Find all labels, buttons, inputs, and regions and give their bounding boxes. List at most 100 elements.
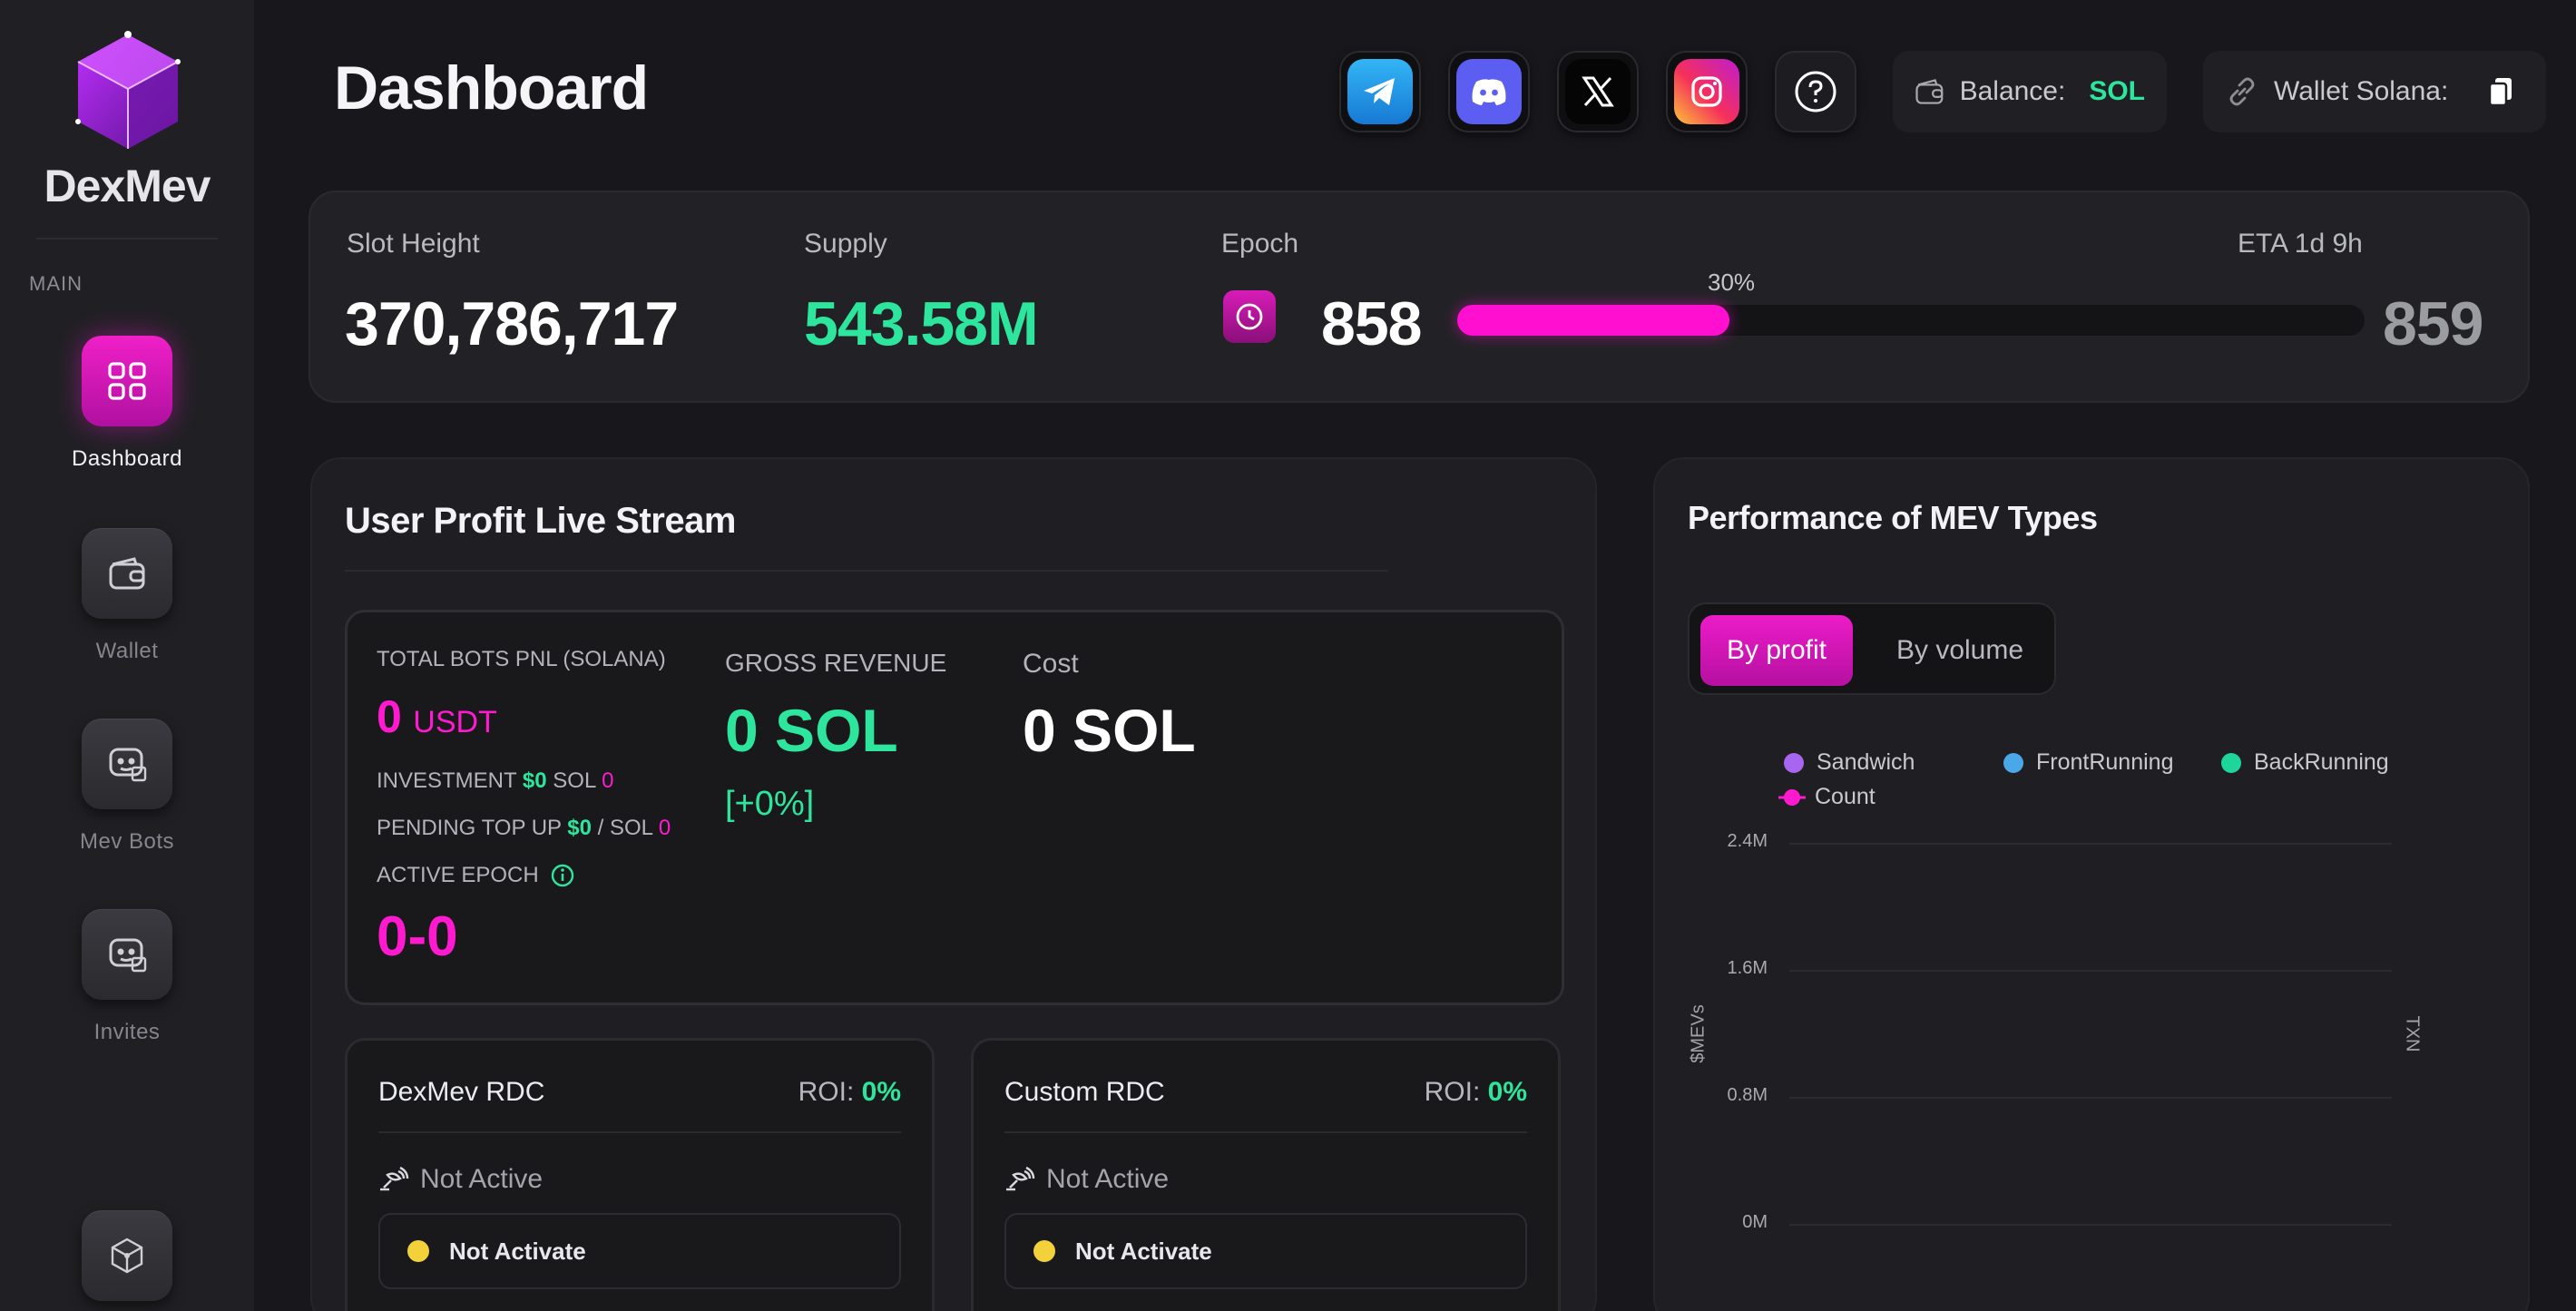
by-volume-tab[interactable]: By volume xyxy=(1895,635,2024,665)
grid-line xyxy=(1789,970,2392,972)
legend-backrunning[interactable]: BackRunning xyxy=(2221,749,2389,776)
pending-usd: $0 xyxy=(567,816,592,840)
rdc-roi: ROI: 0% xyxy=(1425,1077,1527,1108)
help-button[interactable] xyxy=(1775,51,1856,132)
rdc-roi-value: 0% xyxy=(861,1077,901,1107)
rdc-roi-value: 0% xyxy=(1487,1077,1527,1107)
nav-network-button[interactable] xyxy=(82,1210,172,1301)
link-icon xyxy=(2229,77,2255,106)
active-epoch-label: ACTIVE EPOCH xyxy=(377,863,539,887)
status-dot xyxy=(1033,1240,1055,1262)
satellite-icon xyxy=(1006,1166,1035,1191)
rdc-title: DexMev RDC xyxy=(378,1077,545,1107)
profit-stream-title: User Profit Live Stream xyxy=(345,501,736,541)
discord-icon xyxy=(1456,59,1522,124)
investment-sol: 0 xyxy=(602,768,614,793)
nav-invites-button[interactable] xyxy=(82,909,172,1000)
y-tick: 1.6M xyxy=(1727,958,1768,978)
y2-axis-title: TXN xyxy=(2402,1015,2423,1052)
epoch-eta: ETA 1d 9h xyxy=(2238,229,2363,259)
balance-label: Balance: xyxy=(1959,76,2066,106)
panel-divider xyxy=(345,570,1388,572)
investment-usd: $0 xyxy=(522,768,547,793)
network-stats-card: Slot Height 370,786,717 Supply 543.58M E… xyxy=(309,191,2530,403)
copy-icon[interactable] xyxy=(2488,76,2515,107)
legend-sandwich[interactable]: Sandwich xyxy=(1784,749,1915,776)
sidebar-divider xyxy=(36,238,218,240)
pending-sep: / SOL xyxy=(597,816,653,840)
sidebar: DexMev MAIN Dashboard xyxy=(0,0,254,1311)
epoch-next: 859 xyxy=(2383,289,2483,358)
sidebar-item-wallet[interactable]: Wallet xyxy=(0,528,254,664)
y-tick: 2.4M xyxy=(1727,831,1768,851)
investment-line: INVESTMENT $0 SOL 0 xyxy=(377,768,613,794)
metric-toggle: By profit By volume xyxy=(1688,602,2056,695)
rdc-activate-button[interactable]: Not Activate xyxy=(378,1213,901,1289)
rdc-divider xyxy=(378,1131,901,1133)
x-button[interactable] xyxy=(1557,51,1639,132)
custom-rdc-card: Custom RDC ROI: 0% Not Active Not Activa… xyxy=(971,1038,1561,1311)
by-profit-tab[interactable]: By profit xyxy=(1700,615,1853,686)
sidebar-item-invites[interactable]: Invites xyxy=(0,909,254,1045)
supply-label: Supply xyxy=(804,229,887,259)
active-epoch-value: 0-0 xyxy=(377,905,458,968)
rdc-title: Custom RDC xyxy=(1004,1077,1165,1107)
pending-label: PENDING TOP UP xyxy=(377,816,562,840)
rdc-roi: ROI: 0% xyxy=(798,1077,901,1108)
balance-value: SOL xyxy=(2089,76,2145,106)
grid-line xyxy=(1789,843,2392,845)
slot-height-value: 370,786,717 xyxy=(345,289,679,358)
investment-sol-label: SOL xyxy=(553,768,596,793)
legend-label: Sandwich xyxy=(1817,749,1915,775)
legend-frontrunning[interactable]: FrontRunning xyxy=(2003,749,2173,776)
wallet-icon xyxy=(109,557,145,590)
telegram-icon xyxy=(1347,59,1413,124)
sidebar-item-dashboard[interactable]: Dashboard xyxy=(0,336,254,472)
epoch-progress-bar xyxy=(1457,305,2365,336)
performance-panel xyxy=(1653,457,2530,1311)
rdc-status: Not Active xyxy=(420,1164,544,1194)
rdc-activate-button[interactable]: Not Activate xyxy=(1004,1213,1527,1289)
instagram-icon xyxy=(1674,59,1739,124)
y-tick: 0M xyxy=(1742,1212,1768,1232)
wallet-solana-display[interactable]: Wallet Solana: xyxy=(2203,51,2546,132)
epoch-label: Epoch xyxy=(1221,229,1299,259)
epoch-current: 858 xyxy=(1321,289,1422,358)
sidebar-item-mev-bots[interactable]: Mev Bots xyxy=(0,719,254,855)
nav-dashboard-label: Dashboard xyxy=(72,446,182,471)
rdc-status: Not Active xyxy=(1046,1164,1170,1194)
investment-label: INVESTMENT xyxy=(377,768,517,793)
network-cube-icon xyxy=(111,1238,143,1274)
satellite-icon xyxy=(380,1166,409,1191)
logo-cube-icon xyxy=(75,31,181,149)
grid-line xyxy=(1789,1224,2392,1226)
total-bots-pnl: 0 USDT xyxy=(377,690,497,743)
legend-swatch xyxy=(2003,752,2023,773)
y-axis-title: $MEVs xyxy=(1688,1004,1709,1063)
rdc-activate-label: Not Activate xyxy=(449,1237,586,1265)
legend-swatch xyxy=(1778,788,1806,806)
total-bots-pnl-unit: USDT xyxy=(413,705,497,739)
legend-label: BackRunning xyxy=(2254,749,2389,775)
status-dot xyxy=(407,1240,429,1262)
rdc-activate-label: Not Activate xyxy=(1075,1237,1212,1265)
wallet-solana-label: Wallet Solana: xyxy=(2274,76,2449,106)
sidebar-item-network[interactable] xyxy=(0,1210,254,1301)
rdc-roi-label: ROI: xyxy=(798,1077,855,1107)
total-bots-pnl-value: 0 xyxy=(377,691,402,742)
nav-invites-label: Invites xyxy=(93,1020,161,1044)
instagram-button[interactable] xyxy=(1666,51,1748,132)
legend-swatch xyxy=(1784,752,1804,773)
balance-display[interactable]: Balance: SOL xyxy=(1893,51,2167,132)
nav-dashboard-button[interactable] xyxy=(82,336,172,426)
discord-button[interactable] xyxy=(1448,51,1530,132)
nav-mev-bots-button[interactable] xyxy=(82,719,172,809)
legend-count[interactable]: Count xyxy=(1778,784,1876,810)
total-bots-pnl-label: TOTAL BOTS PNL (SOLANA) xyxy=(377,647,666,671)
performance-title: Performance of MEV Types xyxy=(1688,499,2098,536)
help-icon xyxy=(1795,71,1837,113)
nav-wallet-button[interactable] xyxy=(82,528,172,619)
telegram-button[interactable] xyxy=(1339,51,1421,132)
info-icon[interactable] xyxy=(550,863,575,888)
bot-icon xyxy=(109,748,147,782)
